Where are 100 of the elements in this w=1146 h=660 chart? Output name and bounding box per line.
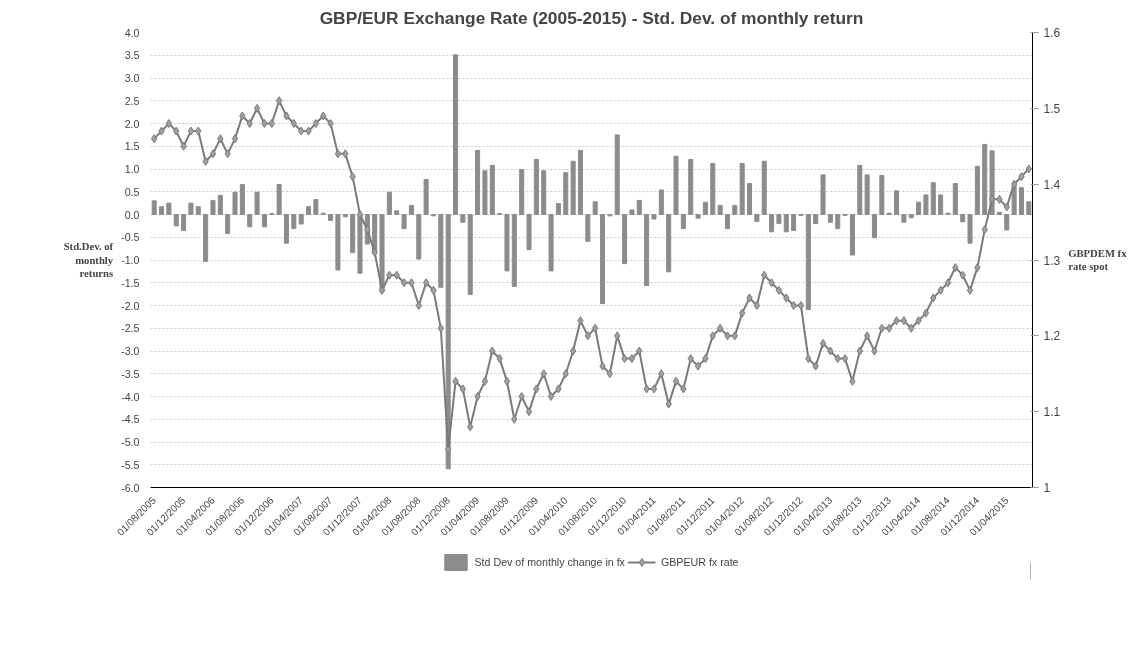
y-tick-label: 3.0 (124, 72, 140, 84)
bar (195, 206, 201, 215)
bar (511, 214, 517, 287)
bar (283, 214, 289, 244)
bar (533, 158, 539, 215)
bar (761, 160, 767, 215)
y-tick-label: -5.0 (121, 436, 140, 448)
bar (1026, 201, 1032, 215)
bar (570, 160, 576, 215)
bar (239, 183, 245, 215)
bar (306, 206, 312, 215)
bar (857, 164, 863, 215)
bar (629, 209, 635, 215)
bar (849, 214, 855, 256)
bar (563, 172, 569, 215)
bar (776, 214, 782, 225)
y-tick-label: -4.5 (121, 413, 140, 426)
bar (592, 201, 598, 215)
bar (916, 201, 922, 215)
bar (960, 214, 966, 223)
bar (614, 134, 620, 215)
bar (754, 214, 760, 222)
legend-label: Std Dev of monthly change in fx (474, 556, 625, 568)
bar (717, 204, 723, 215)
y-axis-title: Std.Dev. of monthly returns (63, 241, 114, 279)
bar (298, 214, 304, 225)
bar (952, 183, 958, 215)
bar (967, 214, 973, 244)
bar (1018, 187, 1024, 215)
bar (739, 163, 745, 215)
y-tick-label: 4.0 (124, 26, 140, 39)
bar (151, 200, 157, 215)
y-tick-label: -3.5 (121, 367, 140, 380)
bar (548, 214, 554, 272)
bar (879, 174, 885, 215)
y-tick-label: -5.5 (121, 458, 140, 471)
y2-tick-label: 1.6 (1043, 26, 1061, 40)
bar (938, 194, 944, 215)
bar (651, 214, 657, 220)
bar (923, 194, 929, 215)
bar (835, 214, 841, 230)
bar (203, 214, 209, 262)
bar (680, 214, 686, 230)
y-tick-label: -4.0 (121, 390, 140, 403)
y-tick-label: 2.0 (124, 117, 140, 130)
y2-tick-label: 1 (1043, 481, 1051, 495)
bar (438, 214, 444, 288)
y2-tick-label: 1.4 (1043, 177, 1061, 192)
y-tick-label: 3.5 (124, 49, 140, 62)
bar (217, 194, 223, 215)
bar (1004, 214, 1010, 231)
bar (328, 214, 334, 221)
bar (864, 174, 870, 215)
bar (159, 206, 165, 215)
bar (482, 170, 488, 215)
y-tick-label: 1.5 (124, 140, 140, 153)
bar (254, 191, 260, 215)
bar (636, 199, 642, 215)
y-tick-label: -1.5 (121, 276, 140, 289)
bar (489, 164, 495, 215)
bar (166, 202, 172, 215)
bar (408, 204, 414, 215)
bar (930, 182, 936, 215)
y2-tick-label: 1.2 (1043, 329, 1061, 344)
bar (908, 214, 914, 219)
bar (827, 214, 833, 223)
bar (423, 178, 429, 215)
bar (622, 214, 628, 265)
bar (519, 168, 525, 215)
bar (335, 214, 341, 271)
bar (394, 210, 400, 215)
bar (724, 214, 730, 230)
y-tick-label: 0.0 (124, 208, 140, 221)
bar (555, 203, 561, 215)
bar (342, 214, 348, 218)
y2-tick-label: 1.3 (1043, 253, 1061, 268)
bar (577, 149, 583, 215)
bar (453, 54, 459, 215)
y2-axis-title: GBPDEM fx rate spot (1068, 247, 1128, 273)
y2-tick-label: 1.5 (1043, 101, 1061, 116)
bar (313, 198, 319, 215)
y-tick-label: 1.0 (124, 163, 140, 175)
bar (695, 214, 701, 219)
bar (585, 214, 591, 242)
bar (901, 214, 907, 223)
y-tick-label: -2.5 (121, 322, 140, 335)
bar (181, 214, 187, 231)
bar (600, 214, 606, 305)
y-tick-label: 2.5 (124, 94, 140, 107)
bar (769, 214, 775, 233)
bar (702, 201, 708, 215)
bar (871, 214, 877, 239)
bar (467, 214, 473, 296)
y-tick-label: 0.5 (124, 185, 140, 198)
bar (210, 199, 216, 215)
y-tick-label: -0.5 (121, 231, 140, 244)
bar (688, 158, 694, 215)
bar (982, 143, 988, 215)
bar (644, 214, 650, 286)
y-tick-label: -6.0 (121, 481, 140, 494)
